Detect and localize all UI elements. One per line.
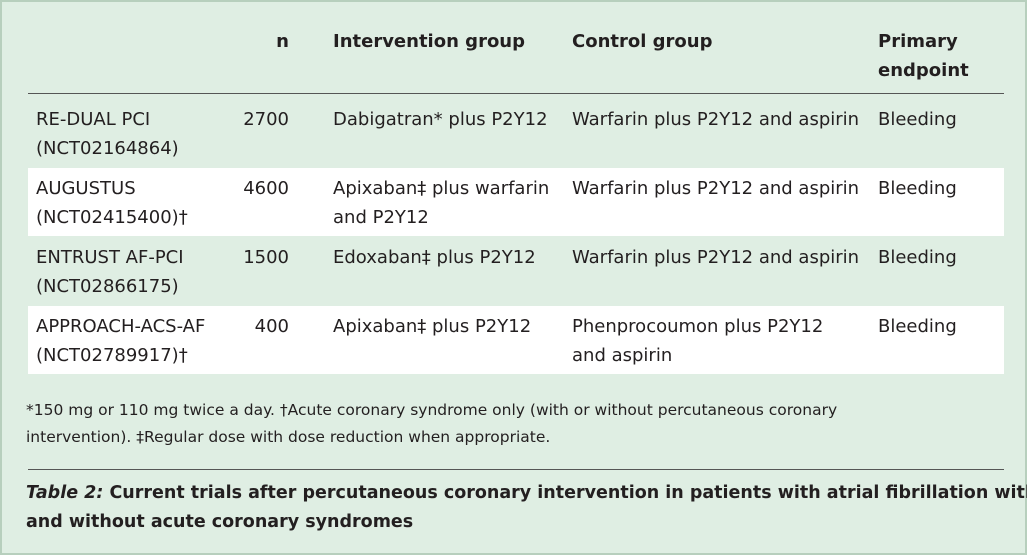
table-cell: (NCT02789917)†: [36, 345, 188, 366]
caption-text: and without acute coronary syndromes: [26, 512, 414, 532]
table-cell: AUGUSTUS: [36, 178, 136, 199]
table-cell: Dabigatran* plus P2Y12: [333, 109, 548, 130]
footnote: *150 mg or 110 mg twice a day. †Acute co…: [26, 401, 838, 419]
table-cell: Warfarin plus P2Y12 and aspirin: [572, 178, 860, 199]
table-cell: Bleeding: [878, 247, 957, 268]
table-cell: Warfarin plus P2Y12 and aspirin: [572, 247, 860, 268]
header-cell: endpoint: [878, 60, 969, 81]
table-cell: Phenprocoumon plus P2Y12: [572, 316, 824, 337]
table-cell: Edoxaban‡ plus P2Y12: [333, 247, 536, 268]
header-cell: n: [276, 31, 289, 52]
caption-text: Current trials after percutaneous corona…: [109, 483, 1027, 503]
caption-rule: [28, 469, 1004, 470]
header-cell: Primary: [878, 31, 958, 52]
caption-label: Table 2:: [26, 483, 104, 503]
table-cell: RE-DUAL PCI: [36, 109, 151, 130]
table-cell: and aspirin: [572, 345, 673, 366]
footnote: intervention). ‡Regular dose with dose r…: [26, 428, 551, 446]
table-cell: Apixaban‡ plus warfarin: [333, 178, 550, 199]
table-cell: Apixaban‡ plus P2Y12: [333, 316, 532, 337]
table-cell: (NCT02415400)†: [36, 207, 188, 228]
table-cell: APPROACH-ACS-AF: [36, 316, 206, 337]
table-cell: and P2Y12: [333, 207, 429, 228]
header-cell: Control group: [572, 31, 713, 52]
table-cell: Warfarin plus P2Y12 and aspirin: [572, 109, 860, 130]
row-band: [28, 168, 1004, 236]
header-cell: Intervention group: [333, 31, 526, 52]
table-cell: Bleeding: [878, 316, 957, 337]
table-cell: (NCT02164864): [36, 138, 179, 159]
table-cell: 1500: [243, 247, 289, 268]
table-cell: ENTRUST AF-PCI: [36, 247, 184, 268]
table-cell: Bleeding: [878, 109, 957, 130]
header-rule: [28, 93, 1004, 94]
caption-line: Table 2: Current trials after percutaneo…: [26, 479, 1027, 507]
row-band: [28, 306, 1004, 374]
table-cell: (NCT02866175): [36, 276, 179, 297]
table-cell: 2700: [243, 109, 289, 130]
table-cell: 4600: [243, 178, 289, 199]
table-cell: 400: [254, 316, 289, 337]
table-cell: Bleeding: [878, 178, 957, 199]
